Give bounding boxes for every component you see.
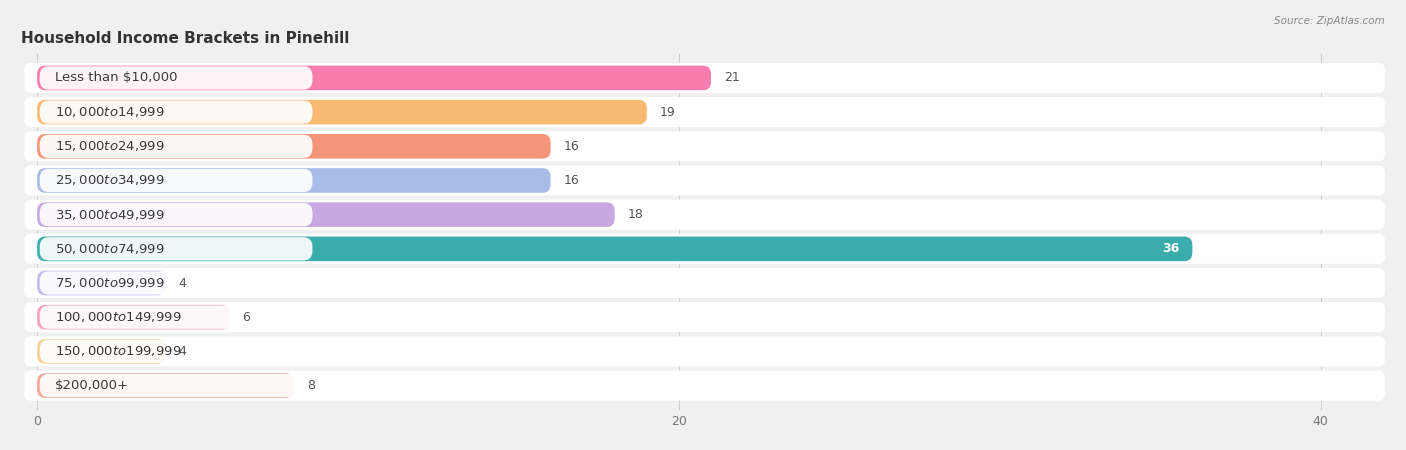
FancyBboxPatch shape bbox=[39, 135, 312, 158]
FancyBboxPatch shape bbox=[37, 134, 551, 158]
Text: $200,000+: $200,000+ bbox=[55, 379, 129, 392]
FancyBboxPatch shape bbox=[39, 237, 312, 261]
FancyBboxPatch shape bbox=[24, 302, 1385, 332]
Text: 4: 4 bbox=[179, 276, 186, 289]
FancyBboxPatch shape bbox=[37, 168, 551, 193]
Text: 19: 19 bbox=[659, 106, 675, 119]
FancyBboxPatch shape bbox=[39, 271, 312, 295]
Text: Household Income Brackets in Pinehill: Household Income Brackets in Pinehill bbox=[21, 31, 350, 46]
FancyBboxPatch shape bbox=[39, 169, 312, 192]
Text: $25,000 to $34,999: $25,000 to $34,999 bbox=[55, 174, 165, 188]
Text: 18: 18 bbox=[627, 208, 644, 221]
Text: $150,000 to $199,999: $150,000 to $199,999 bbox=[55, 344, 181, 358]
FancyBboxPatch shape bbox=[37, 237, 1192, 261]
FancyBboxPatch shape bbox=[24, 131, 1385, 162]
FancyBboxPatch shape bbox=[39, 203, 312, 226]
FancyBboxPatch shape bbox=[37, 202, 614, 227]
FancyBboxPatch shape bbox=[24, 166, 1385, 195]
Text: 36: 36 bbox=[1163, 243, 1180, 255]
FancyBboxPatch shape bbox=[39, 340, 312, 363]
Text: Source: ZipAtlas.com: Source: ZipAtlas.com bbox=[1274, 16, 1385, 26]
Text: $100,000 to $149,999: $100,000 to $149,999 bbox=[55, 310, 181, 324]
FancyBboxPatch shape bbox=[37, 271, 166, 295]
Text: $15,000 to $24,999: $15,000 to $24,999 bbox=[55, 140, 165, 153]
FancyBboxPatch shape bbox=[24, 268, 1385, 298]
FancyBboxPatch shape bbox=[24, 336, 1385, 366]
FancyBboxPatch shape bbox=[37, 373, 294, 398]
FancyBboxPatch shape bbox=[24, 63, 1385, 93]
FancyBboxPatch shape bbox=[37, 339, 166, 364]
FancyBboxPatch shape bbox=[24, 200, 1385, 230]
FancyBboxPatch shape bbox=[39, 66, 312, 90]
Text: $50,000 to $74,999: $50,000 to $74,999 bbox=[55, 242, 165, 256]
FancyBboxPatch shape bbox=[39, 100, 312, 124]
FancyBboxPatch shape bbox=[24, 97, 1385, 127]
FancyBboxPatch shape bbox=[37, 66, 711, 90]
FancyBboxPatch shape bbox=[37, 305, 229, 329]
FancyBboxPatch shape bbox=[37, 100, 647, 124]
Text: 16: 16 bbox=[564, 174, 579, 187]
Text: $75,000 to $99,999: $75,000 to $99,999 bbox=[55, 276, 165, 290]
Text: $10,000 to $14,999: $10,000 to $14,999 bbox=[55, 105, 165, 119]
Text: 16: 16 bbox=[564, 140, 579, 153]
Text: 4: 4 bbox=[179, 345, 186, 358]
Text: 8: 8 bbox=[307, 379, 315, 392]
Text: $35,000 to $49,999: $35,000 to $49,999 bbox=[55, 207, 165, 222]
FancyBboxPatch shape bbox=[24, 234, 1385, 264]
Text: 6: 6 bbox=[242, 310, 250, 324]
Text: 21: 21 bbox=[724, 72, 740, 85]
FancyBboxPatch shape bbox=[39, 306, 312, 329]
FancyBboxPatch shape bbox=[24, 370, 1385, 400]
FancyBboxPatch shape bbox=[39, 374, 312, 397]
Text: Less than $10,000: Less than $10,000 bbox=[55, 72, 177, 85]
